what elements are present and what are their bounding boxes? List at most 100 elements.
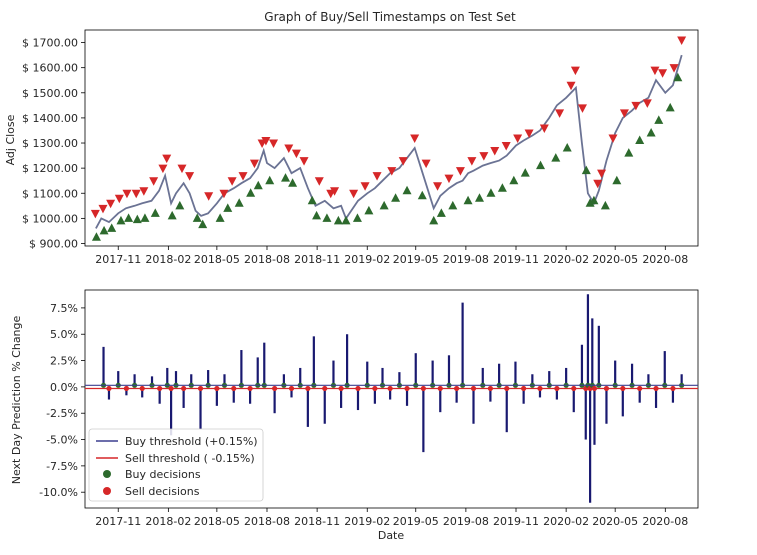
top-sell-marker — [227, 177, 237, 186]
top-buy-marker — [99, 225, 109, 235]
top-buy-marker — [265, 175, 275, 185]
bottom-x-tick-label: 2019-05 — [393, 515, 439, 528]
bottom-y-tick-label: 5.0% — [50, 328, 78, 341]
bottom-chart-y-axis-label: Next Day Prediction % Change — [10, 315, 23, 484]
bottom-y-tick-label: -2.5% — [46, 407, 78, 420]
top-buy-marker — [124, 213, 134, 222]
top-sell-marker — [387, 167, 397, 176]
bottom-chart-x-axis-label: Date — [378, 529, 405, 542]
bottom-x-tick-label: 2018-02 — [145, 515, 191, 528]
top-buy-marker — [198, 219, 208, 229]
top-sell-marker — [597, 169, 607, 179]
top-buy-marker — [312, 210, 322, 220]
top-sell-marker — [261, 137, 271, 146]
top-buy-marker — [107, 223, 117, 232]
top-chart-y-axis-label: Adj Close — [4, 114, 17, 165]
top-sell-marker — [360, 182, 370, 191]
top-buy-marker — [509, 175, 519, 185]
top-buy-marker — [234, 198, 244, 207]
top-sell-marker — [314, 177, 324, 186]
legend-label: Buy threshold (+0.15%) — [125, 435, 258, 448]
top-buy-marker — [167, 210, 177, 220]
top-sell-marker — [106, 199, 116, 209]
top-x-tick-label: 2017-11 — [95, 253, 141, 266]
top-buy-marker — [132, 214, 142, 224]
top-sell-marker — [219, 189, 229, 199]
top-buy-marker — [223, 203, 233, 212]
top-x-tick-label: 2018-02 — [145, 253, 191, 266]
bottom-x-tick-label: 2020-05 — [592, 515, 638, 528]
top-sell-marker — [479, 152, 489, 161]
top-buy-marker — [646, 127, 656, 137]
top-sell-marker — [513, 134, 523, 143]
top-x-tick-label: 2018-08 — [244, 253, 290, 266]
top-y-tick-label: $ 1000.00 — [22, 212, 78, 225]
top-sell-marker — [539, 124, 549, 133]
top-buy-marker — [402, 185, 412, 195]
bottom-x-tick-label: 2017-11 — [95, 515, 141, 528]
top-sell-marker — [490, 147, 500, 156]
top-sell-marker — [566, 81, 576, 91]
bottom-y-tick-label: 7.5% — [50, 302, 78, 315]
top-buy-marker — [429, 215, 439, 225]
top-sell-marker — [619, 109, 629, 118]
legend-buy-dot-swatch — [103, 470, 111, 478]
top-buy-marker — [635, 135, 645, 145]
top-sell-marker — [555, 109, 565, 118]
top-sell-marker — [122, 189, 132, 199]
top-buy-marker — [612, 175, 622, 185]
top-buy-marker — [654, 115, 664, 124]
top-buy-marker — [150, 208, 160, 217]
top-buy-marker — [665, 102, 675, 112]
top-buy-marker — [253, 180, 263, 190]
legend-label: Buy decisions — [125, 468, 201, 481]
top-price-line-group — [95, 54, 683, 229]
top-sell-marker — [658, 69, 668, 78]
top-buy-marker — [497, 183, 507, 192]
bottom-y-tick-label: 2.5% — [50, 355, 78, 368]
top-sell-marker — [677, 36, 687, 46]
top-sell-marker — [577, 104, 587, 113]
top-chart-x-axis: 2017-11 2018-02 2018-05 2018-08 2018-11 2019-… — [95, 246, 688, 266]
top-y-tick-label: $ 900.00 — [29, 237, 78, 250]
top-sell-marker — [114, 194, 124, 204]
top-sell-markers — [90, 36, 687, 219]
bottom-x-tick-label: 2019-02 — [344, 515, 390, 528]
bottom-x-tick-label: 2019-11 — [493, 515, 539, 528]
top-buy-marker — [600, 200, 610, 210]
top-buy-marker — [486, 188, 496, 197]
top-sell-marker — [284, 144, 294, 154]
top-y-tick-label: $ 1700.00 — [22, 37, 78, 50]
top-sell-marker — [455, 167, 465, 176]
top-buy-marker — [562, 143, 572, 152]
top-sell-marker — [650, 66, 660, 76]
top-buy-marker — [536, 160, 546, 170]
bottom-y-tick-label: -10.0% — [39, 486, 78, 499]
top-buy-marker — [215, 213, 225, 222]
legend-label: Sell decisions — [125, 485, 200, 498]
bottom-decision-dots — [100, 382, 685, 392]
bottom-x-tick-label: 2018-11 — [294, 515, 340, 528]
top-sell-marker — [139, 187, 149, 196]
top-sell-marker — [631, 101, 641, 111]
top-y-tick-label: $ 1500.00 — [22, 87, 78, 100]
top-buy-marker — [463, 195, 473, 205]
top-buy-marker — [288, 178, 298, 187]
top-buy-marker — [140, 213, 150, 222]
bottom-y-tick-label: -7.5% — [46, 460, 78, 473]
top-x-tick-label: 2020-05 — [592, 253, 638, 266]
legend-box — [88, 428, 264, 502]
top-chart-title: Graph of Buy/Sell Timestamps on Test Set — [264, 10, 516, 24]
top-sell-marker — [238, 172, 248, 181]
top-buy-marker — [116, 215, 126, 225]
bottom-x-tick-label: 2020-02 — [543, 515, 589, 528]
top-buy-marker — [352, 213, 362, 222]
top-buy-marker — [474, 193, 484, 202]
top-buy-marker — [581, 165, 591, 175]
top-x-tick-label: 2018-11 — [294, 253, 340, 266]
top-x-tick-label: 2018-05 — [194, 253, 240, 266]
top-sell-marker — [669, 64, 679, 73]
top-sell-marker — [204, 192, 214, 201]
top-sell-marker — [501, 142, 511, 151]
top-sell-marker — [98, 204, 108, 214]
